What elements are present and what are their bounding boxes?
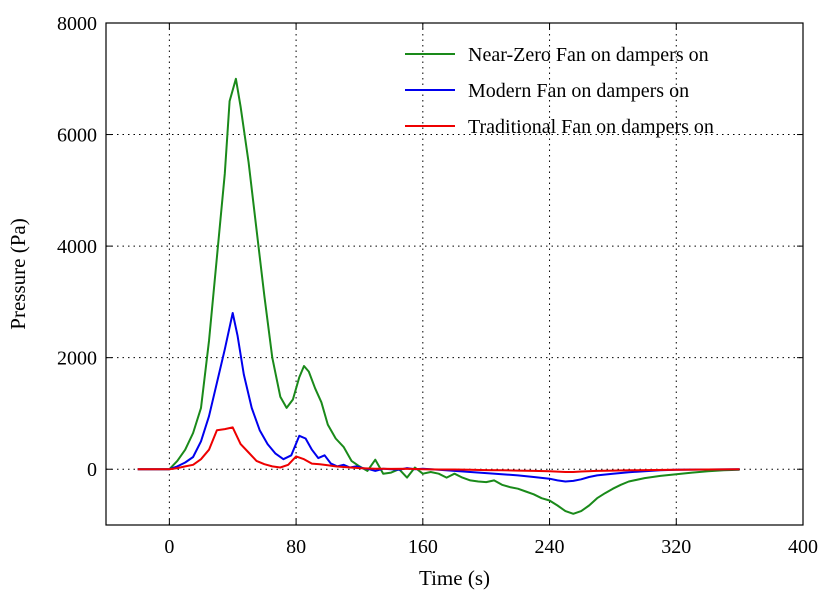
tick-marks — [106, 22, 804, 525]
legend-label-2: Modern Fan on dampers on — [468, 80, 689, 102]
x-tick-label-0: 0 — [164, 536, 174, 558]
series-lines — [137, 77, 740, 515]
y-axis-label: Pressure (Pa) — [6, 218, 30, 329]
series-line-2 — [137, 312, 740, 483]
grid — [106, 23, 803, 525]
plot-frame — [105, 22, 804, 526]
x-tick-label-400: 400 — [788, 536, 818, 558]
x-tick-label-320: 320 — [661, 536, 691, 558]
x-tick-label-160: 160 — [408, 536, 438, 558]
x-tick-labels: 0 80 160 240 320 400 — [164, 536, 818, 558]
axes — [105, 22, 804, 526]
y-tick-label-8000: 8000 — [57, 13, 97, 35]
x-axis-label: Time (s) — [419, 566, 490, 590]
legend-label-1: Near-Zero Fan on dampers on — [468, 44, 709, 66]
y-tick-label-2000: 2000 — [57, 348, 97, 370]
y-tick-label-4000: 4000 — [57, 236, 97, 258]
x-tick-label-80: 80 — [286, 536, 306, 558]
legend: Near-Zero Fan on dampers on Modern Fan on… — [405, 44, 714, 138]
y-tick-label-6000: 6000 — [57, 125, 97, 147]
series-line-3 — [137, 426, 740, 473]
series-line-1 — [137, 77, 740, 515]
x-tick-label-240: 240 — [535, 536, 565, 558]
y-tick-labels: 0 2000 4000 6000 8000 — [57, 13, 97, 481]
legend-label-3: Traditional Fan on dampers on — [468, 116, 714, 138]
y-tick-label-0: 0 — [87, 459, 97, 481]
